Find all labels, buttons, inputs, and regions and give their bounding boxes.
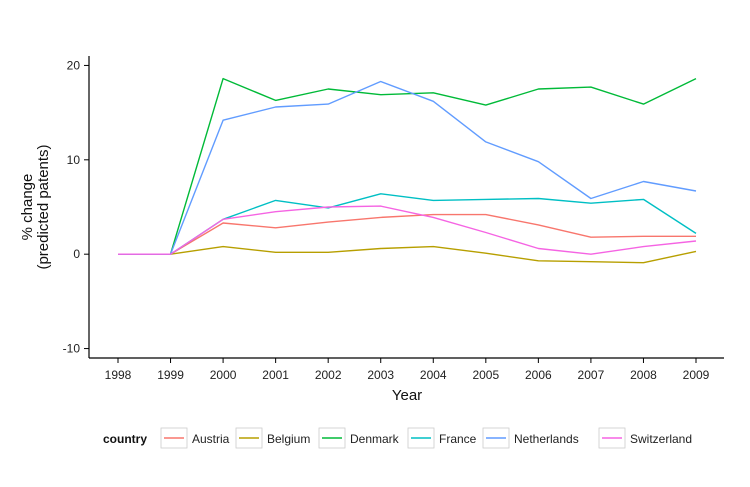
y-ticks: -10 0 10 20 <box>63 58 89 356</box>
x-tick-label: 2008 <box>630 368 657 382</box>
legend-label: Denmark <box>350 432 400 446</box>
y-tick-label: -10 <box>63 342 81 356</box>
x-tick-label: 1999 <box>157 368 184 382</box>
x-tick-label: 2005 <box>472 368 499 382</box>
legend: country Austria Belgium Denmark France Nethe… <box>103 427 692 449</box>
legend-item-netherlands: Netherlands <box>482 427 579 449</box>
series-line-belgium <box>118 245 697 264</box>
x-tick-label: 2000 <box>210 368 237 382</box>
legend-label: France <box>439 432 477 446</box>
y-tick-label: 0 <box>73 247 80 261</box>
legend-item-denmark: Denmark <box>318 427 400 449</box>
legend-items: Austria Belgium Denmark France Netherlands Sw… <box>160 427 692 449</box>
y-axis-title-line-1: % change <box>19 174 36 241</box>
x-tick-label: 1998 <box>105 368 132 382</box>
y-axis-title: % change (predicted patents) <box>19 144 52 269</box>
y-axis-title-line-2: (predicted patents) <box>35 144 52 269</box>
series-line-netherlands <box>118 80 697 255</box>
legend-item-austria: Austria <box>160 427 230 449</box>
x-tick-label: 2007 <box>578 368 605 382</box>
x-tick-label: 2004 <box>420 368 447 382</box>
series-line-denmark <box>118 77 697 255</box>
x-tick-label: 2009 <box>683 368 710 382</box>
y-tick-label: 10 <box>67 153 81 167</box>
series-line-france <box>118 193 697 255</box>
legend-label: Netherlands <box>514 432 579 446</box>
series-line-switzerland <box>118 205 697 255</box>
x-tick-label: 2002 <box>315 368 342 382</box>
legend-label: Belgium <box>267 432 310 446</box>
series-line-austria <box>118 213 696 255</box>
series-lines <box>118 77 697 264</box>
legend-title: country <box>103 432 147 446</box>
x-tick-label: 2006 <box>525 368 552 382</box>
legend-label: Switzerland <box>630 432 692 446</box>
y-tick-label: 20 <box>67 58 81 72</box>
legend-item-france: France <box>407 427 477 449</box>
x-tick-label: 2001 <box>262 368 289 382</box>
legend-item-switzerland: Switzerland <box>598 427 692 449</box>
legend-item-belgium: Belgium <box>235 427 310 449</box>
x-tick-label: 2003 <box>367 368 394 382</box>
axes <box>88 56 724 359</box>
x-ticks: 1998 1999 2000 2001 2002 2003 2004 2005 2006 2007… <box>105 358 710 382</box>
legend-label: Austria <box>192 432 230 446</box>
x-axis-title: Year <box>392 387 422 404</box>
